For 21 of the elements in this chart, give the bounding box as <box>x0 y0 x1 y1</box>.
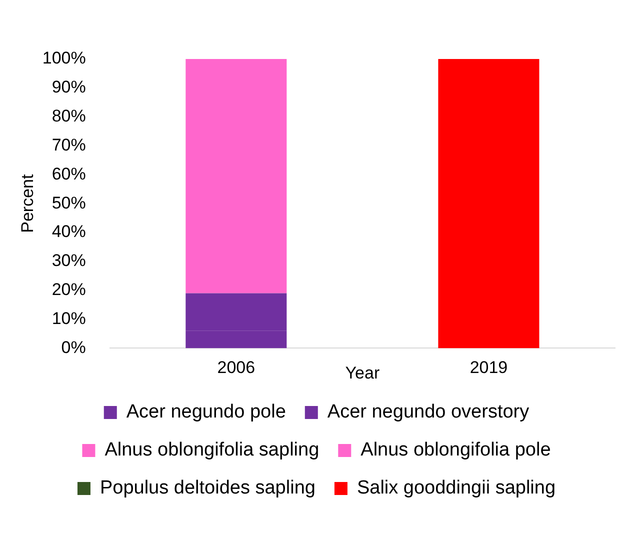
legend-label: Acer negundo overstory <box>327 402 530 423</box>
y-tick-label: 70% <box>52 135 86 154</box>
legend-label: Acer negundo pole <box>126 402 286 423</box>
y-tick-label: 0% <box>61 338 86 357</box>
y-tick-label: 40% <box>52 222 86 242</box>
x-tick-label: 2019 <box>470 358 508 378</box>
x-axis-title: Year <box>345 363 380 382</box>
y-tick-label: 30% <box>52 251 86 270</box>
y-tick-label: 90% <box>52 78 86 97</box>
legend-label: Alnus oblongifolia pole <box>360 440 551 461</box>
y-tick-label: 60% <box>52 164 86 184</box>
y-tick-label: 100% <box>42 48 86 68</box>
x-tick-label: 2006 <box>217 358 256 378</box>
y-axis-title: Percent <box>18 174 37 233</box>
y-tick-label: 80% <box>52 106 86 126</box>
legend-label: Salix gooddingii sapling <box>356 478 556 499</box>
y-tick-label: 20% <box>52 280 86 300</box>
y-tick-label: 10% <box>52 308 86 328</box>
legend-label: Alnus oblongifolia sapling <box>104 440 320 461</box>
y-tick-label: 50% <box>52 193 86 212</box>
legend-label: Populus deltoides sapling <box>100 478 316 499</box>
